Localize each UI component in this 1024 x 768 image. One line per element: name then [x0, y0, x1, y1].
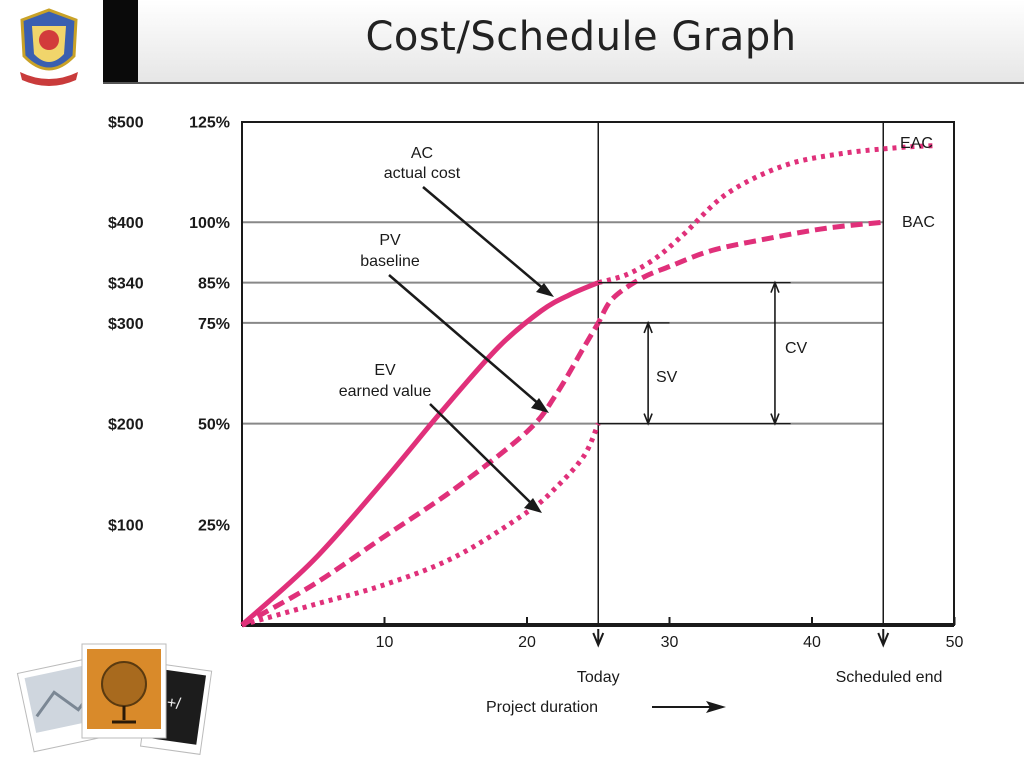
ev-arrow: [429, 403, 542, 513]
photo-stack-decoration: +/: [16, 643, 213, 755]
series-ev: [241, 422, 601, 628]
y-tick-dollar: $300: [108, 316, 144, 333]
slide-title: Cost/Schedule Graph: [365, 14, 797, 60]
cv-arrow: [770, 280, 780, 426]
x-axis-title-arrow: [652, 701, 726, 713]
series-ac: [240, 280, 600, 627]
x-tick-label: 10: [376, 634, 394, 651]
y-tick-percent: 100%: [189, 215, 230, 232]
y-tick-dollar: $500: [108, 115, 144, 132]
school-crest-logo: [20, 8, 78, 86]
series-pv: [240, 219, 884, 628]
marker-arrow: [877, 629, 890, 648]
y-tick-percent: 75%: [198, 316, 230, 333]
y-tick-percent: 85%: [198, 276, 230, 293]
marker-label: Today: [577, 669, 620, 686]
y-tick-percent: 25%: [198, 517, 230, 534]
pv-arrow: [388, 274, 549, 413]
eac-label: EAC: [900, 135, 933, 152]
y-tick-percent: 50%: [198, 417, 230, 434]
marker-arrow: [592, 629, 605, 648]
y-tick-dollar: $340: [108, 276, 144, 293]
ac-arrow: [422, 186, 554, 297]
ev-sublabel: earned value: [339, 383, 432, 400]
cv-label: CV: [785, 340, 808, 357]
marker-label: Scheduled end: [836, 669, 943, 686]
series-eac-forecast: [597, 143, 934, 286]
title-accent-block: [103, 0, 138, 82]
x-tick-label: 20: [518, 634, 536, 651]
x-axis-title: Project duration: [486, 699, 598, 716]
ac-sublabel: actual cost: [384, 165, 461, 182]
y-tick-dollar: $200: [108, 417, 144, 434]
svg-text:+/: +/: [166, 694, 183, 713]
ac-label: AC: [411, 145, 433, 162]
y-tick-dollar: $100: [108, 517, 144, 534]
x-tick-label: 30: [661, 634, 679, 651]
y-tick-dollar: $400: [108, 215, 144, 232]
pv-label: PV: [379, 232, 401, 249]
bac-label: BAC: [902, 214, 935, 231]
sv-arrow: [643, 320, 653, 426]
sv-label: SV: [656, 369, 678, 386]
title-bar: [103, 0, 1024, 84]
x-tick-label: 40: [803, 634, 821, 651]
pv-sublabel: baseline: [360, 253, 420, 270]
ev-label: EV: [374, 362, 396, 379]
x-tick-label: 50: [946, 634, 964, 651]
y-tick-percent: 125%: [189, 115, 230, 132]
